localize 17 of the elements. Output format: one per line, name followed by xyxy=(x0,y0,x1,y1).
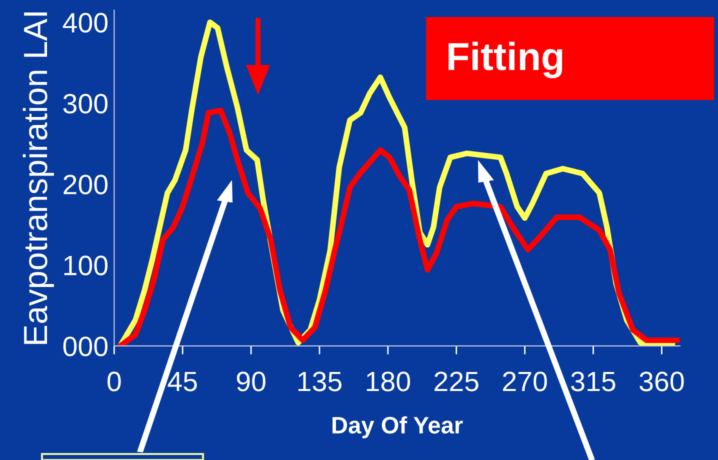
x-tick-label: 135 xyxy=(298,372,342,392)
x-tick-label: 225 xyxy=(434,372,478,392)
x-tick-label: 315 xyxy=(571,372,616,392)
x-axis-title: Day Of Year xyxy=(332,416,463,438)
y-tick-label: 100 xyxy=(64,256,108,276)
x-tick-label: 90 xyxy=(236,372,266,392)
y-axis-title: Eavpotranspiration LAI xyxy=(22,12,54,344)
x-tick-label: 360 xyxy=(640,372,684,392)
x-tick-label: 180 xyxy=(366,372,410,392)
y-tick-label: 000 xyxy=(63,336,108,356)
x-tick-label: 45 xyxy=(168,372,197,392)
annotation: Fitting xyxy=(448,42,562,78)
x-tick-label: 270 xyxy=(503,372,547,392)
y-tick-label: 200 xyxy=(64,174,108,194)
x-tick-label: 0 xyxy=(108,372,121,392)
y-tick-label: 400 xyxy=(62,12,108,33)
y-tick-label: 300 xyxy=(63,94,108,114)
